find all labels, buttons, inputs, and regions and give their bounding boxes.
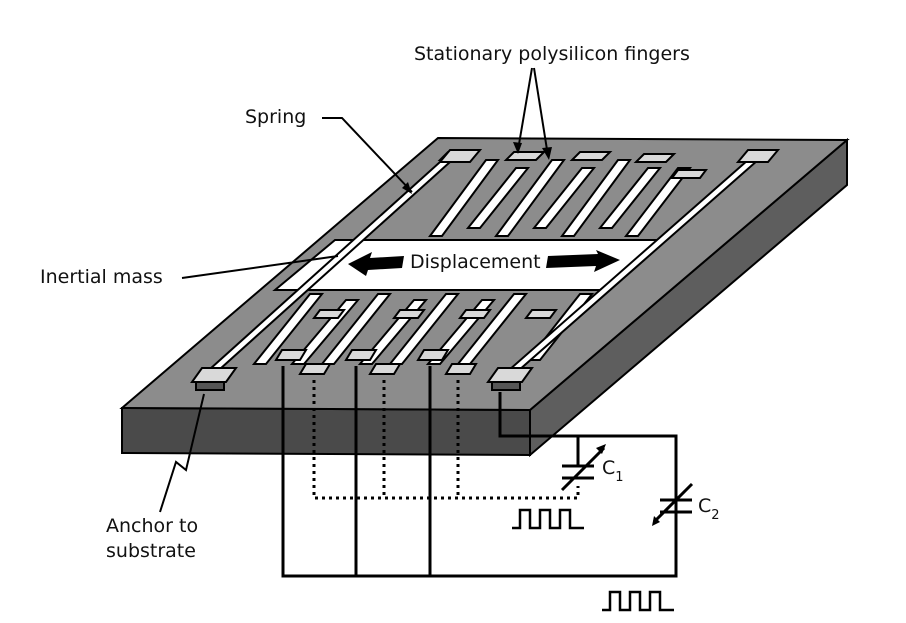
leader-inertial-mass	[181, 255, 339, 279]
electrode-pad	[298, 363, 332, 375]
finger-anchor	[633, 153, 677, 163]
anchor-top-right	[735, 149, 781, 163]
electrode-pad	[444, 363, 478, 375]
leader-anchor	[159, 393, 205, 513]
finger-anchor	[524, 309, 558, 319]
substrate	[119, 136, 850, 458]
square-wave-icon	[602, 590, 674, 612]
bottom-finger-comb	[251, 293, 595, 365]
finger-anchor	[312, 309, 346, 319]
electrode-pad	[344, 349, 378, 361]
anchor-bottom-left-foot	[195, 381, 225, 391]
finger-anchor	[670, 169, 708, 179]
capacitor-c1: C1	[560, 444, 624, 492]
finger-anchor	[569, 151, 613, 161]
electrode-pad	[416, 349, 450, 361]
variable-capacitor-icon	[560, 446, 606, 492]
spring-label: Spring	[245, 106, 306, 128]
displacement-indicator: Displacement	[348, 250, 620, 276]
leader-fingers-2	[533, 67, 549, 157]
substrate-front-face	[121, 406, 531, 457]
stationary-finger	[465, 167, 531, 229]
movable-finger	[494, 159, 566, 237]
inertial-mass-label: Inertial mass	[40, 266, 163, 288]
arrowhead-icon	[596, 444, 606, 454]
circuit	[281, 366, 678, 578]
callout-leaders	[159, 67, 549, 513]
stationary-finger	[597, 167, 663, 229]
circuit-dotted	[312, 380, 580, 500]
wire-c2-loop	[281, 366, 678, 578]
finger-anchor	[458, 309, 492, 319]
anchor-label-line2: substrate	[106, 540, 196, 562]
displacement-label: Displacement	[410, 251, 541, 273]
arrowhead-icon	[513, 142, 522, 154]
finger-anchor	[503, 151, 547, 161]
pulse-signal-upper	[512, 508, 584, 530]
c1-label: C1	[602, 457, 624, 485]
leader-spring	[322, 117, 413, 193]
stationary-finger	[289, 299, 361, 365]
stationary-fingers-label: Stationary polysilicon fingers	[414, 43, 690, 65]
anchor-top-left	[437, 149, 483, 163]
movable-finger	[428, 159, 500, 237]
movable-finger	[251, 293, 325, 365]
variable-capacitor-icon	[652, 482, 694, 524]
anchor-label-line1: Anchor to	[106, 515, 198, 537]
stationary-finger	[531, 167, 597, 229]
arrowhead-icon	[402, 182, 412, 194]
movable-finger	[623, 167, 693, 237]
electrode-pad	[368, 363, 402, 375]
arrowhead-icon	[542, 147, 552, 160]
movable-finger	[387, 293, 461, 365]
c2-label: C2	[698, 495, 720, 523]
leader-fingers-1	[517, 67, 533, 151]
anchor-bottom-right-foot	[491, 381, 521, 391]
square-wave-icon	[512, 508, 584, 530]
capacitor-c2: C2	[652, 482, 720, 526]
movable-finger	[319, 293, 393, 365]
pulse-signal-lower	[602, 590, 674, 612]
anchors	[190, 149, 781, 391]
wire-dotted-main	[312, 380, 580, 500]
leader-arrowheads	[402, 142, 552, 194]
arrowhead-icon	[652, 516, 660, 526]
finger-anchor	[392, 309, 426, 319]
arrow-right-icon	[546, 250, 620, 272]
movable-finger	[560, 159, 632, 237]
arrow-left-icon	[348, 252, 404, 276]
electrode-pad	[274, 349, 308, 361]
